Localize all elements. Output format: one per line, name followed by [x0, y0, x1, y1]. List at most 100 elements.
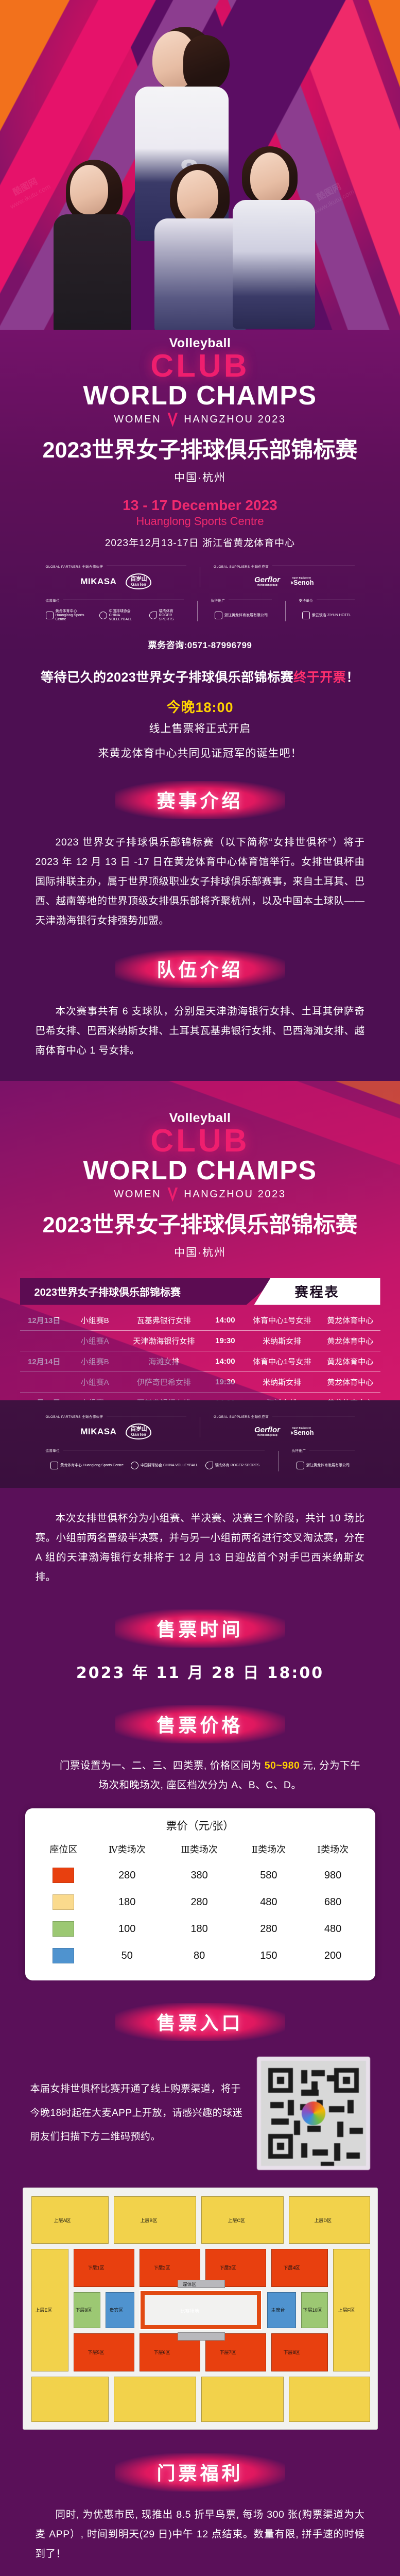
sponsor-logo-huanglong: 黄龙体育中心 Huanglong Sports Centre: [50, 1462, 124, 1470]
seat-label: 媒体区: [182, 2282, 197, 2287]
hero-players-photo: 8: [0, 0, 400, 330]
ticket-hotline-top[interactable]: 票务咨询:0571-87996799: [148, 640, 252, 650]
price-value: 280: [118, 1869, 136, 1881]
price-value: 380: [190, 1869, 208, 1881]
qr-center-logo-icon: [301, 2102, 325, 2125]
sale-time-section: 售票时间 2023 年 11 月 28 日 18:00: [0, 1586, 400, 1683]
seat-label: 贵宾区: [109, 2308, 124, 2313]
price-value: 280: [260, 1923, 277, 1935]
price-column-header: Ⅱ类场次: [251, 1844, 286, 1855]
sale-time-value: 2023 年 11 月 28 日 18:00: [76, 1664, 324, 1682]
event-intro-paragraph: 2023 世界女子排球俱乐部锦标赛（以下简称“女排世俱杯”）将于 2023 年 …: [35, 836, 365, 926]
v-chevron-icon: [167, 1187, 178, 1202]
banner-diagonal-graphic: [0, 1080, 400, 1400]
price-table: 座位区 Ⅳ类场次 Ⅲ类场次 Ⅱ类场次 Ⅰ类场次 280 380 580 980 180 280 48…: [37, 1839, 364, 1969]
sponsor-caption-operations: 运营单位: [46, 598, 184, 603]
seat-label: 下层3区: [219, 2265, 236, 2270]
logo-hangzhou-label: HANGZHOU 2023: [184, 414, 286, 426]
page-title-cn: 2023世界女子排球俱乐部锦标赛: [42, 1212, 358, 1238]
sponsor-caption-partners: GLOBAL PARTNERS 全球合作伙伴: [46, 1414, 186, 1419]
price-value: 480: [324, 1923, 342, 1935]
logo-women-label: WOMEN: [114, 1189, 162, 1200]
price-card: 票价（元/张） 座位区 Ⅳ类场次 Ⅲ类场次 Ⅱ类场次 Ⅰ类场次 280 380 580 980…: [25, 1808, 375, 1980]
price-value: 680: [324, 1896, 342, 1908]
price-value: 50: [121, 1950, 133, 1961]
sponsor-logo-zj-huanglong: 浙江黄龙体育发展有限公司: [215, 612, 268, 620]
page-title-cn: 2023世界女子排球俱乐部锦标赛: [42, 437, 358, 463]
sponsor-logo-senoh: Sport Equipment ◑Senoh: [289, 576, 314, 587]
sponsor-logo-cva: 中国排球协会 CHINA VOLLEYBALL: [131, 1462, 198, 1470]
price-value: 180: [118, 1896, 136, 1908]
logo-women-hangzhou-line: WOMEN HANGZHOU 2023: [0, 1187, 400, 1202]
qr-code-image[interactable]: [256, 2057, 370, 2170]
price-value: 280: [190, 1896, 208, 1908]
seat-label: 上层B区: [140, 2218, 158, 2223]
venue-seat-map[interactable]: 上层A区 上层B区 上层C区 上层D区 上层E区 上层F区 下层1区 下层2区 …: [22, 2188, 378, 2430]
final-contact-section: 具体咨询 0571-87996799 本活动拥有解释权: [0, 2564, 400, 2576]
sponsor-bar: GLOBAL PARTNERS 全球合作伙伴 MIKASA 百岁山 GanTen …: [45, 564, 355, 624]
section-heading-sale-entry: 售票入口: [115, 2003, 285, 2041]
sponsor-logo-huanglong: 黄龙体育中心 Huanglong Sports Centre: [45, 609, 92, 622]
logo-hangzhou-label: HANGZHOU 2023: [184, 1189, 286, 1200]
benefit-paragraph: 同时, 为优惠市民, 现推出 8.5 折早鸟票, 每场 300 张(购票渠道为大…: [35, 2509, 365, 2560]
sale-entry-section: 售票入口 本届女排世俱杯比赛开通了线上购票渠道，将于今晚18时起在大麦APP上开…: [0, 1980, 400, 2170]
schedule-band-event-name: 2023世界女子排球俱乐部锦标赛: [20, 1278, 277, 1305]
seat-label: 下层2区: [153, 2265, 170, 2270]
seat-label: 下层1区: [88, 2265, 105, 2270]
announcement-line3: 来黄龙体育中心共同见证冠军的诞生吧！: [98, 747, 302, 759]
v-chevron-icon: [167, 412, 178, 427]
sponsor-caption-support: 支持单位: [299, 598, 355, 603]
seatmap-section: 上层A区 上层B区 上层C区 上层D区 上层E区 上层F区 下层1区 下层2区 …: [0, 2170, 400, 2430]
logo-volleyball-text: Volleyball: [169, 1110, 231, 1125]
price-value: 150: [260, 1950, 277, 1961]
format-paragraph: 本次女排世俱杯分为小组赛、半决赛、决赛三个阶段，共计 10 场比赛。小组前两名晋…: [35, 1512, 365, 1583]
price-value: 180: [190, 1923, 208, 1935]
seat-label: 下层4区: [283, 2265, 300, 2270]
price-column-header: Ⅲ类场次: [181, 1844, 218, 1855]
sponsor-caption-suppliers: GLOBAL SUPPLIERS 全球供应商: [214, 1414, 355, 1419]
event-intro-section: 赛事介绍 2023 世界女子排球俱乐部锦标赛（以下简称“女排世俱杯”）将于 20…: [0, 760, 400, 930]
seat-label: 上层F区: [338, 2308, 355, 2313]
seat-label: 主席台: [271, 2308, 285, 2313]
seat-zone-color-swatch: [53, 1921, 75, 1937]
sponsor-caption-promotion: 执行推广: [292, 1448, 355, 1453]
price-row: 100 180 280 480: [37, 1916, 364, 1942]
price-column-header: 座位区: [49, 1844, 78, 1855]
schedule-banner: Volleyball CLUB WORLD CHAMPS WOMEN HANGZ…: [0, 1080, 400, 1400]
event-date-venue-cn: 2023年12月13-17日 浙江省黄龙体育中心: [105, 537, 295, 549]
sponsor-caption-suppliers: GLOBAL SUPPLIERS 全球供应商: [214, 564, 355, 569]
sponsor-logo-gerflor: Gerflor theflooringroup: [254, 575, 280, 587]
page-subtitle-cn: 中国·杭州: [174, 1246, 226, 1259]
logo-volleyball-text: Volleyball: [169, 336, 231, 350]
seat-label: 下层8区: [283, 2350, 300, 2355]
price-value: 980: [324, 1869, 342, 1881]
logo-women-hangzhou-line: WOMEN HANGZHOU 2023: [0, 412, 400, 427]
section-heading-team-intro: 队伍介绍: [115, 950, 285, 988]
price-value: 200: [324, 1950, 342, 1961]
seat-zone-color-swatch: [53, 1948, 75, 1963]
schedule-title-band: 2023世界女子排球俱乐部锦标赛 赛程表: [20, 1278, 380, 1305]
announcement-time: 今晚18:00: [166, 699, 234, 715]
sponsor-logo-roger-sports: 瑞杰体育 ROGER SPORTS: [205, 1462, 259, 1470]
logo-women-label: WOMEN: [114, 414, 162, 426]
price-column-header: Ⅳ类场次: [108, 1844, 146, 1855]
sponsor-caption-promotion: 执行推广: [211, 598, 272, 603]
page-subtitle-cn: 中国·杭州: [174, 471, 226, 484]
price-value: 580: [260, 1869, 277, 1881]
logo-world-champs-text: WORLD CHAMPS: [83, 1155, 317, 1185]
divider: [277, 1450, 279, 1471]
seat-label: 下层5区: [88, 2350, 105, 2355]
sponsor-logo-roger-sports: 瑞杰体育 ROGER SPORTS: [149, 609, 184, 622]
seat-zone-swatch-cell: [37, 1942, 91, 1969]
logo-world-champs-text: WORLD CHAMPS: [83, 380, 317, 411]
format-section: 本次女排世俱杯分为小组赛、半决赛、决赛三个阶段，共计 10 场比赛。小组前两名晋…: [0, 1487, 400, 1587]
price-value: 100: [118, 1923, 136, 1935]
price-row: 50 80 150 200: [37, 1942, 364, 1969]
section-heading-ticket-benefit: 门票福利: [115, 2453, 285, 2492]
ticket-benefit-section: 门票福利 同时, 为优惠市民, 现推出 8.5 折早鸟票, 每场 300 张(购…: [0, 2430, 400, 2564]
announcement-block: 等待已久的2023世界女子排球俱乐部锦标赛终于开票！ 今晚18:00 线上售票将…: [0, 652, 400, 760]
price-row: 280 380 580 980: [37, 1862, 364, 1889]
announcement-line2: 线上售票将正式开启: [149, 722, 251, 735]
section-heading-sale-price: 售票价格: [115, 1705, 285, 1743]
